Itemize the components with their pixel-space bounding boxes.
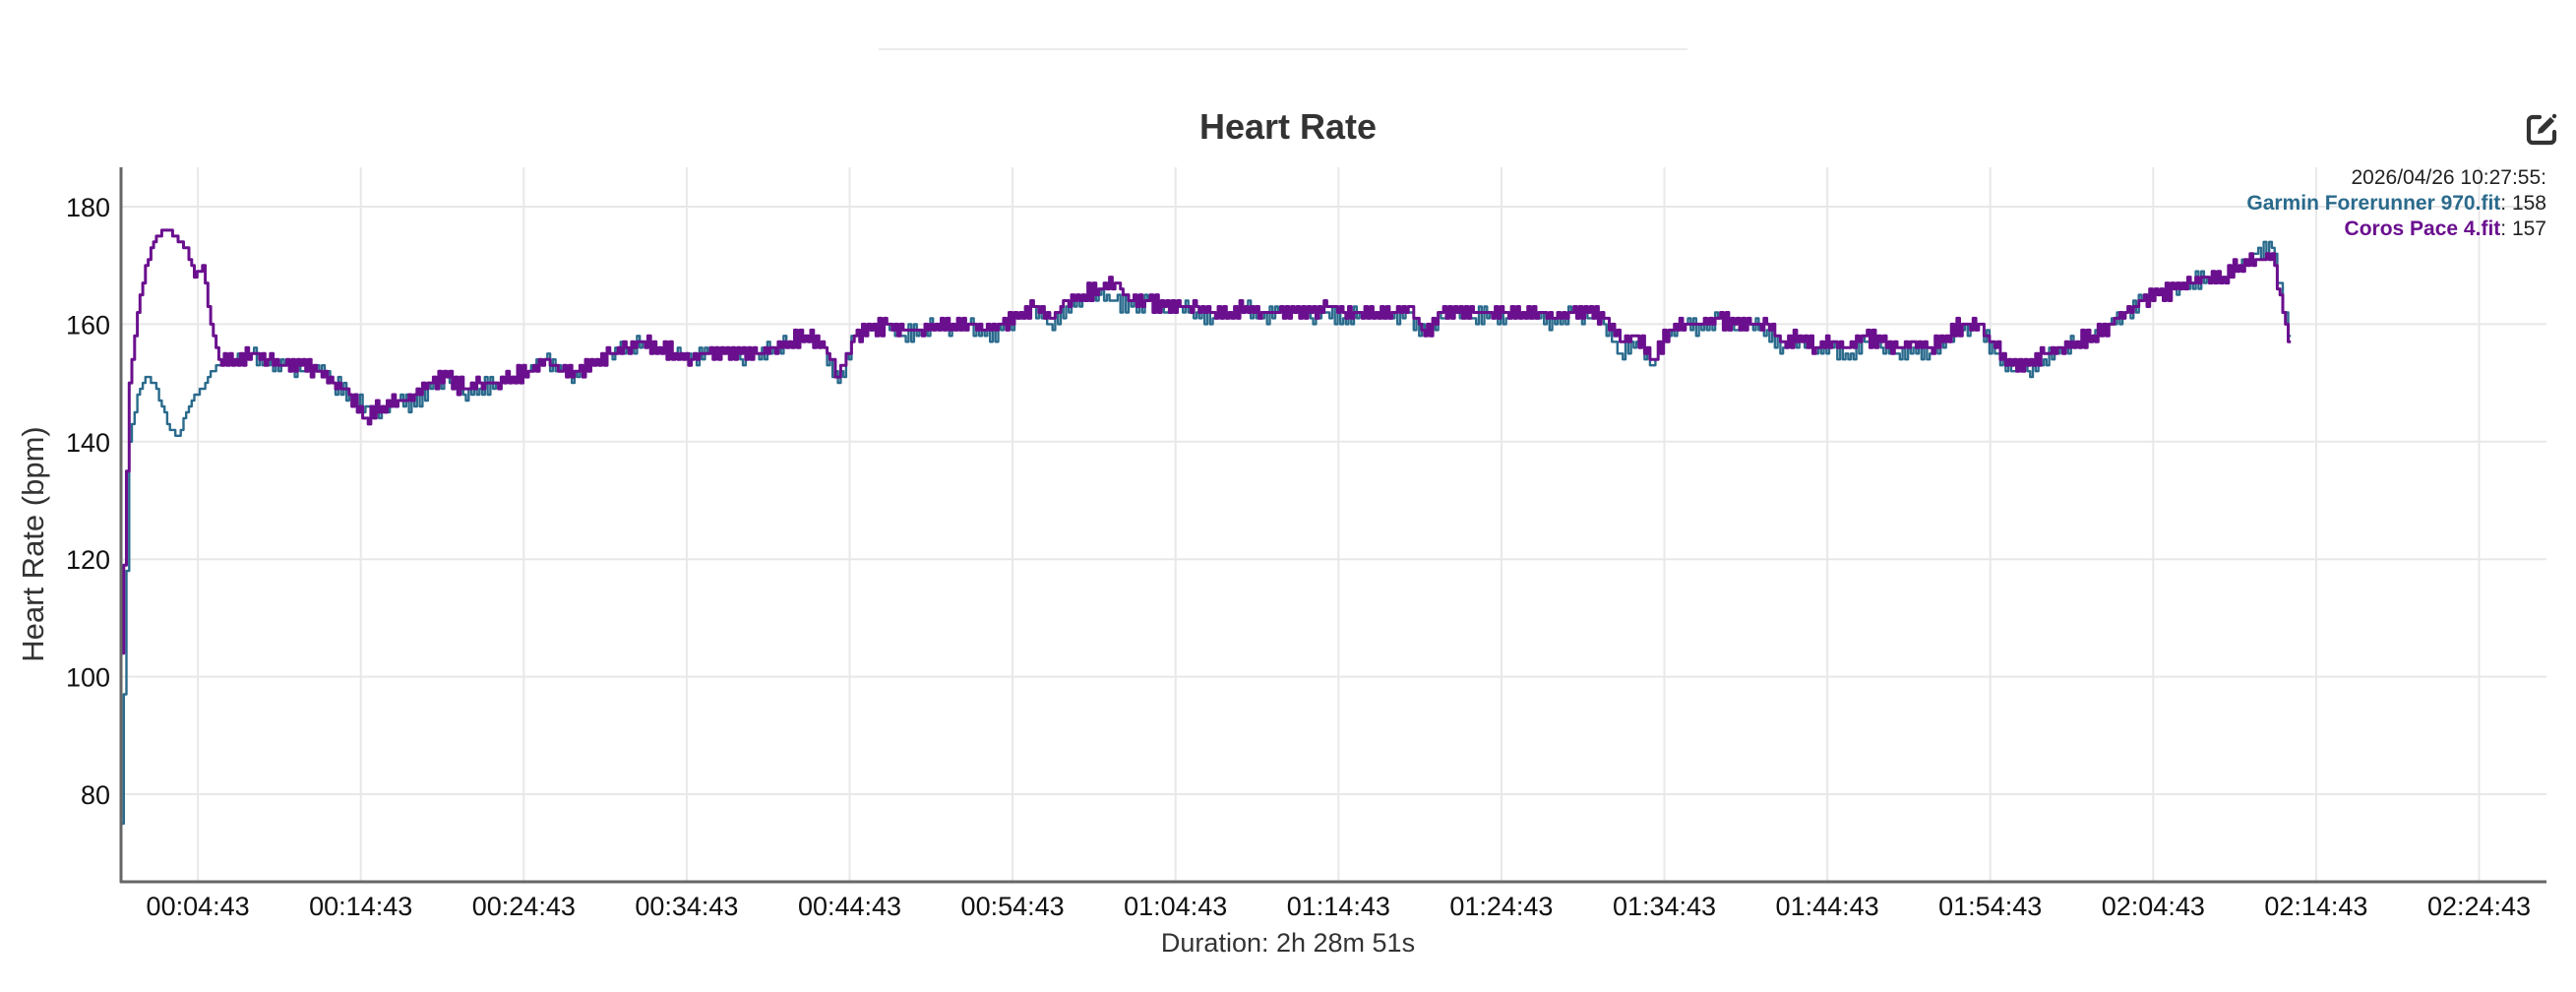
x-tick-label: 01:24:43 [1449, 892, 1553, 921]
data-series [121, 228, 2292, 826]
x-tick-label: 00:04:43 [147, 892, 250, 921]
y-tick-label: 160 [66, 310, 110, 340]
y-tick-label: 120 [66, 545, 110, 575]
x-tick-label: 02:24:43 [2427, 892, 2531, 921]
y-tick-labels: 80 100 120 140 160 180 [66, 193, 110, 810]
tooltip-timestamp: 2026/04/26 10:27:55: [2351, 166, 2546, 189]
y-tick-label: 140 [66, 428, 110, 458]
legend-value-coros: 157 [2511, 217, 2546, 240]
grid-lines [121, 167, 2546, 882]
x-tick-label: 00:24:43 [472, 892, 576, 921]
x-tick-label: 00:14:43 [309, 892, 412, 921]
y-tick-label: 80 [81, 780, 110, 810]
y-axis-title: Heart Rate (bpm) [16, 426, 50, 661]
x-tick-label: 00:54:43 [961, 892, 1065, 921]
x-tick-label: 00:44:43 [798, 892, 901, 921]
legend-label-coros: Coros Pace 4.fit [2344, 217, 2501, 240]
y-tick-label: 100 [66, 663, 110, 693]
x-axis-title: Duration: 2h 28m 51s [1160, 928, 1416, 958]
x-tick-label: 02:04:43 [2102, 892, 2205, 921]
y-tick-label: 180 [66, 193, 110, 222]
x-tick-label: 00:34:43 [635, 892, 738, 921]
x-tick-label: 01:04:43 [1124, 892, 1227, 921]
x-tick-label: 02:14:43 [2264, 892, 2367, 921]
x-tick-label: 01:34:43 [1613, 892, 1716, 921]
legend-label-garmin: Garmin Forerunner 970.fit [2246, 192, 2501, 215]
hover-tooltip-legend: 2026/04/26 10:27:55: Garmin Forerunner 9… [2246, 165, 2546, 242]
garmin-series-line [121, 240, 2292, 826]
legend-value-garmin: 158 [2511, 192, 2546, 215]
x-tick-label: 01:14:43 [1287, 892, 1390, 921]
edit-chart-button[interactable] [2524, 112, 2559, 148]
coros-series-line [121, 228, 2292, 655]
x-tick-labels: 00:04:43 00:14:43 00:24:43 00:34:43 00:44:43… [147, 892, 2532, 921]
chart-title: Heart Rate [1198, 106, 1378, 147]
legend-item-coros: Coros Pace 4.fit: 157 [2344, 217, 2546, 240]
x-tick-label: 01:54:43 [1938, 892, 2042, 921]
x-tick-label: 01:44:43 [1776, 892, 1879, 921]
top-divider [879, 48, 1687, 50]
edit-pencil-square-icon [2526, 113, 2557, 146]
legend-item-garmin: Garmin Forerunner 970.fit: 158 [2246, 192, 2546, 215]
